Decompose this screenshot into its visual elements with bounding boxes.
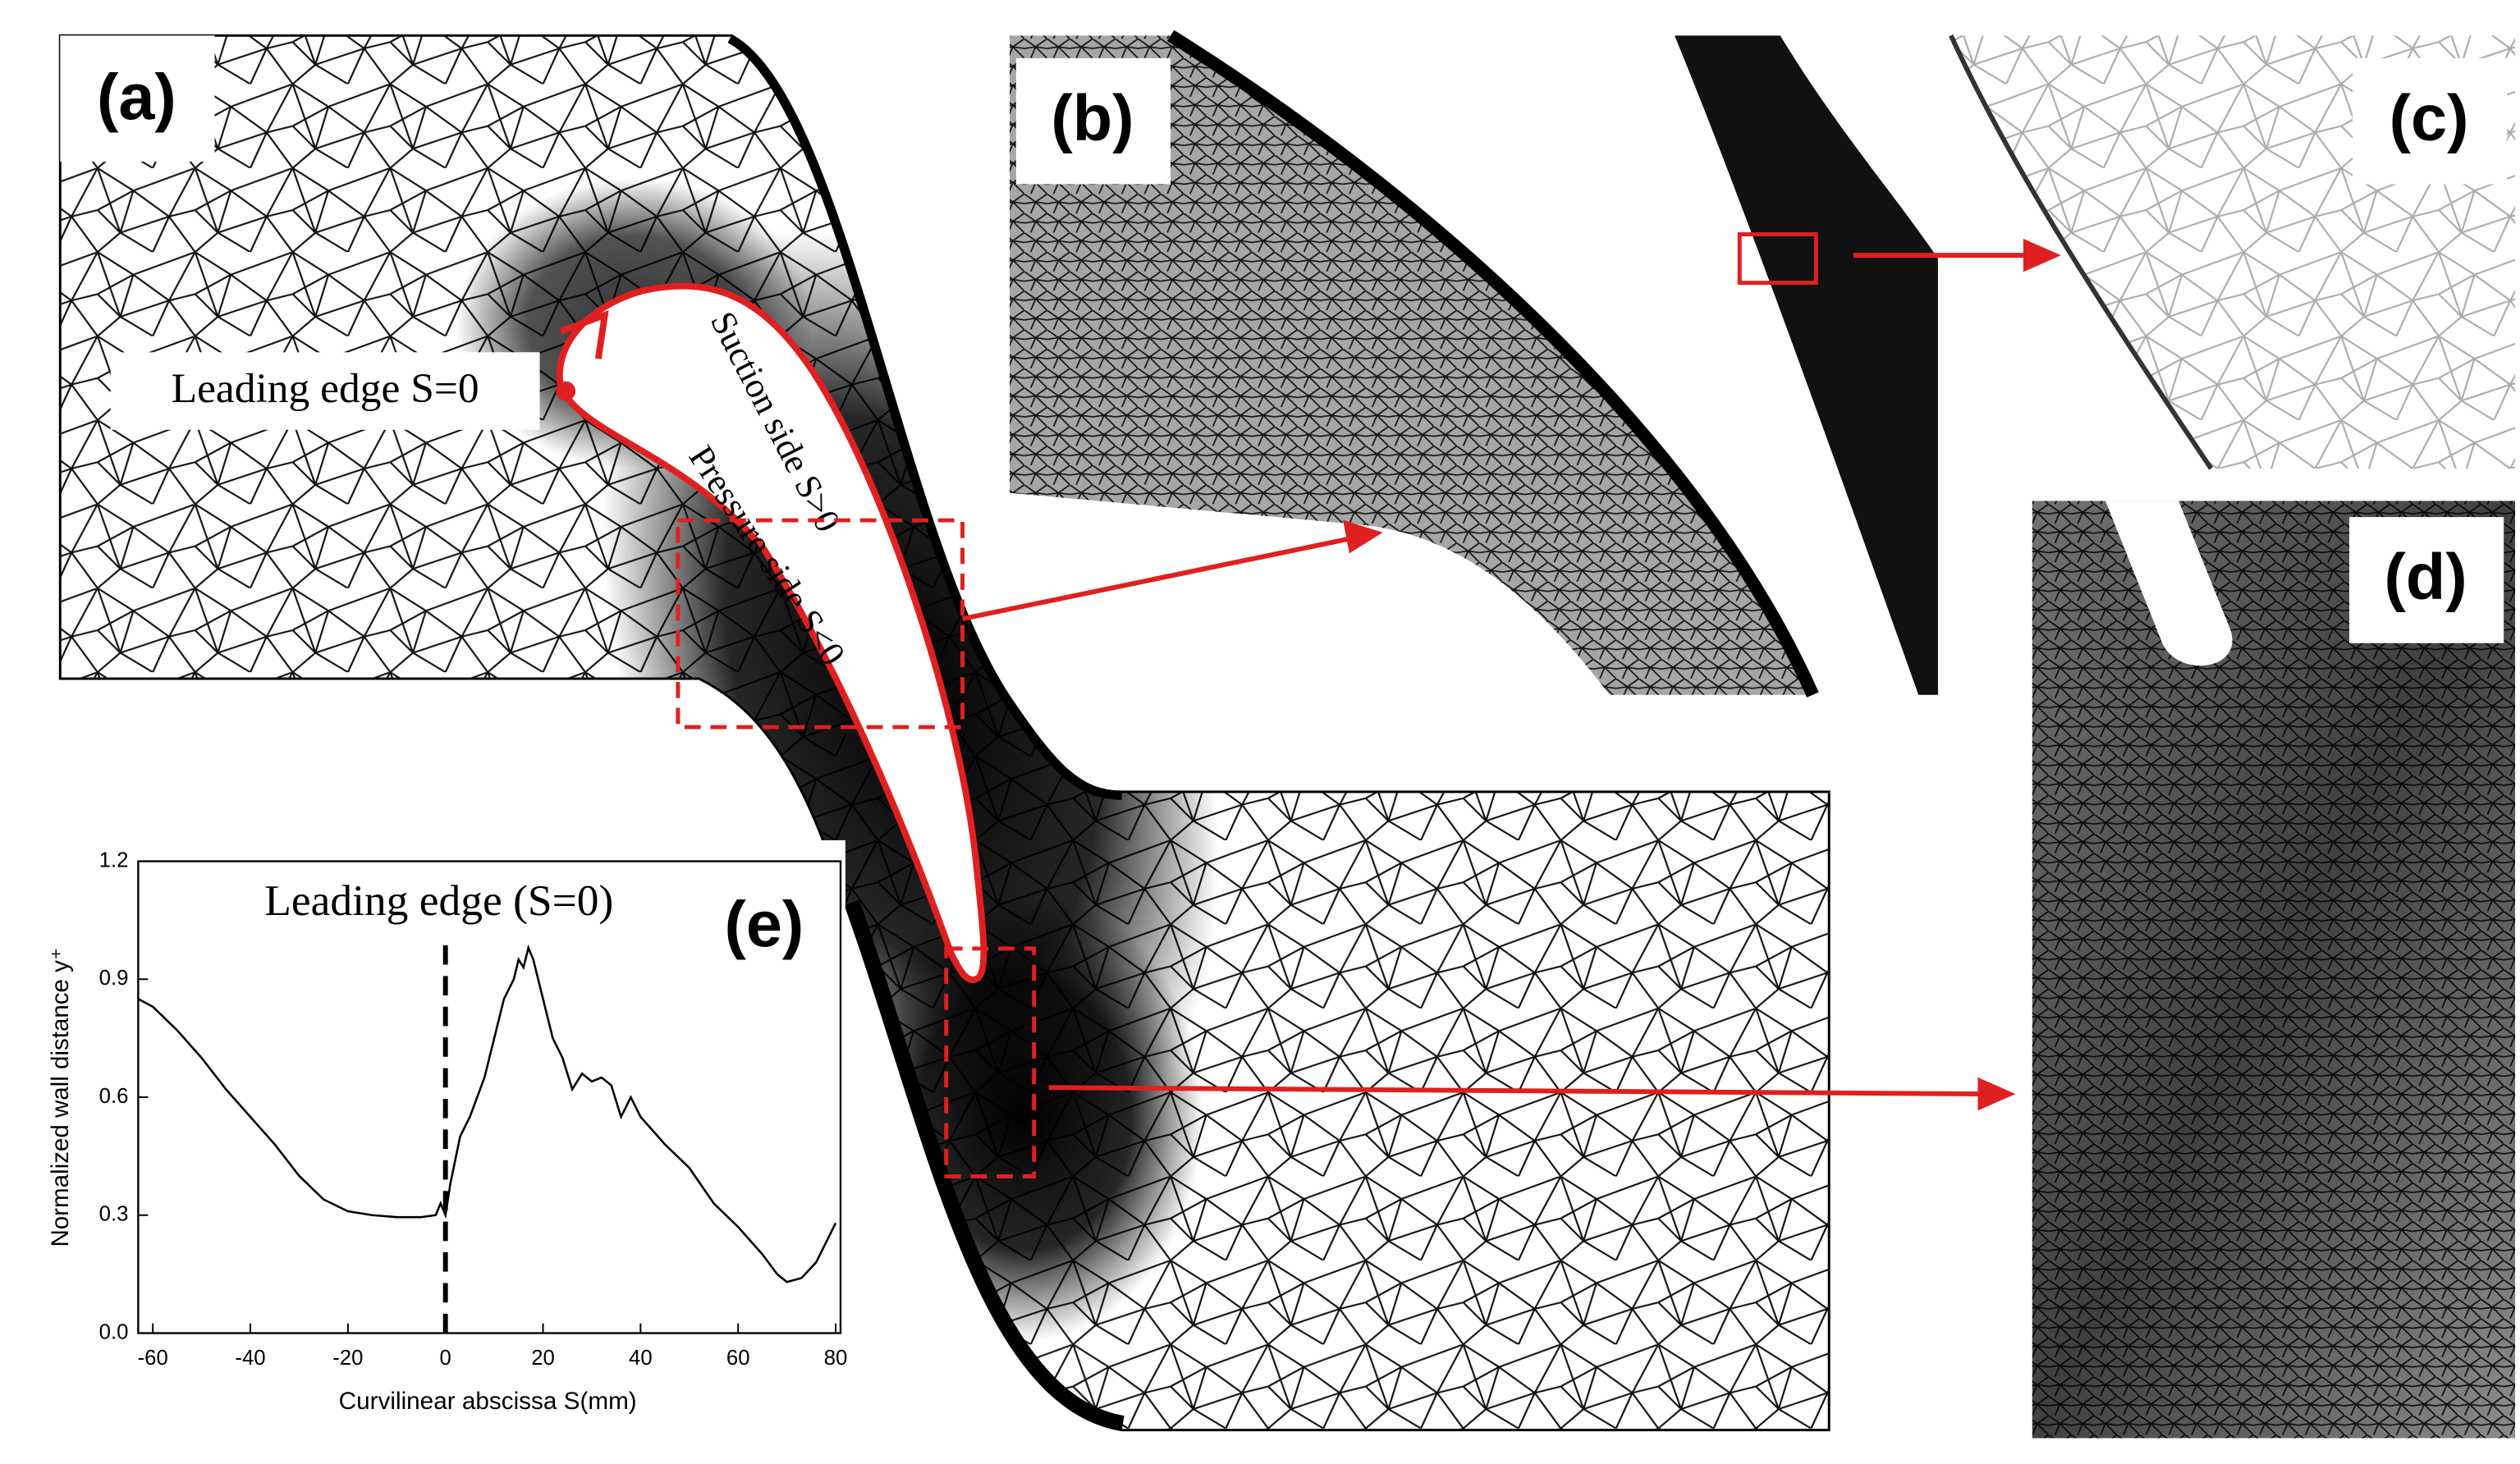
y-tick-label: 0.9	[99, 967, 129, 990]
annotation: Leading edge S=0	[172, 365, 479, 412]
panel-label: (b)	[1051, 81, 1134, 154]
y-tick-label: 0.0	[99, 1320, 129, 1343]
zoom-box	[1737, 232, 1818, 286]
x-tick-label: 40	[629, 1347, 653, 1370]
panel-label: (c)	[2389, 81, 2469, 154]
x-tick-label: -40	[235, 1347, 265, 1370]
x-tick-label: -20	[332, 1347, 363, 1370]
blade-tip	[2105, 501, 2233, 666]
blade	[556, 282, 987, 983]
y-axis-label: Normalized wall distance y⁺	[47, 947, 74, 1247]
chart-bg	[32, 840, 845, 1439]
mesh-b	[1009, 35, 1813, 695]
x-tick-label: -60	[138, 1347, 168, 1370]
mesh-d-shade	[2032, 501, 2516, 1439]
chart: -60 -40 -20 0 20 40 60 80 0.0 0.3 0.6 0.9 1.2	[99, 849, 848, 1369]
x-tick-label: 20	[531, 1347, 555, 1370]
x-axis-label: Curvilinear abscissa S(mm)	[339, 1388, 637, 1415]
data-line	[137, 944, 837, 1283]
label-box	[2349, 517, 2504, 643]
arrows	[961, 238, 2061, 1111]
leading-edge-dot	[556, 381, 576, 401]
y-tick-label: 1.2	[99, 849, 129, 872]
panel-label: (d)	[2385, 540, 2467, 613]
direction-arrow	[559, 309, 609, 359]
y-tick-label: 0.3	[99, 1203, 129, 1226]
label-box	[60, 35, 215, 162]
y-tick-label: 0.6	[99, 1085, 129, 1108]
x-tick-label: 80	[824, 1347, 848, 1370]
chart-annotation: Leading edge (S=0)	[264, 876, 613, 925]
label-box	[110, 352, 540, 430]
x-tick-label: 60	[726, 1347, 750, 1370]
plot-frame	[137, 860, 842, 1334]
panel-label: (a)	[97, 60, 176, 133]
zoom-box	[676, 518, 965, 730]
label-box	[2352, 57, 2508, 185]
wall-b	[1166, 30, 1819, 698]
domain-outline	[58, 34, 1830, 1432]
x-tick-label: 0	[440, 1347, 451, 1370]
mesh-strip	[1675, 35, 1938, 695]
mesh-b-shade	[1009, 35, 1813, 695]
panel-label: (e)	[724, 887, 804, 960]
label-box	[1015, 57, 1171, 185]
